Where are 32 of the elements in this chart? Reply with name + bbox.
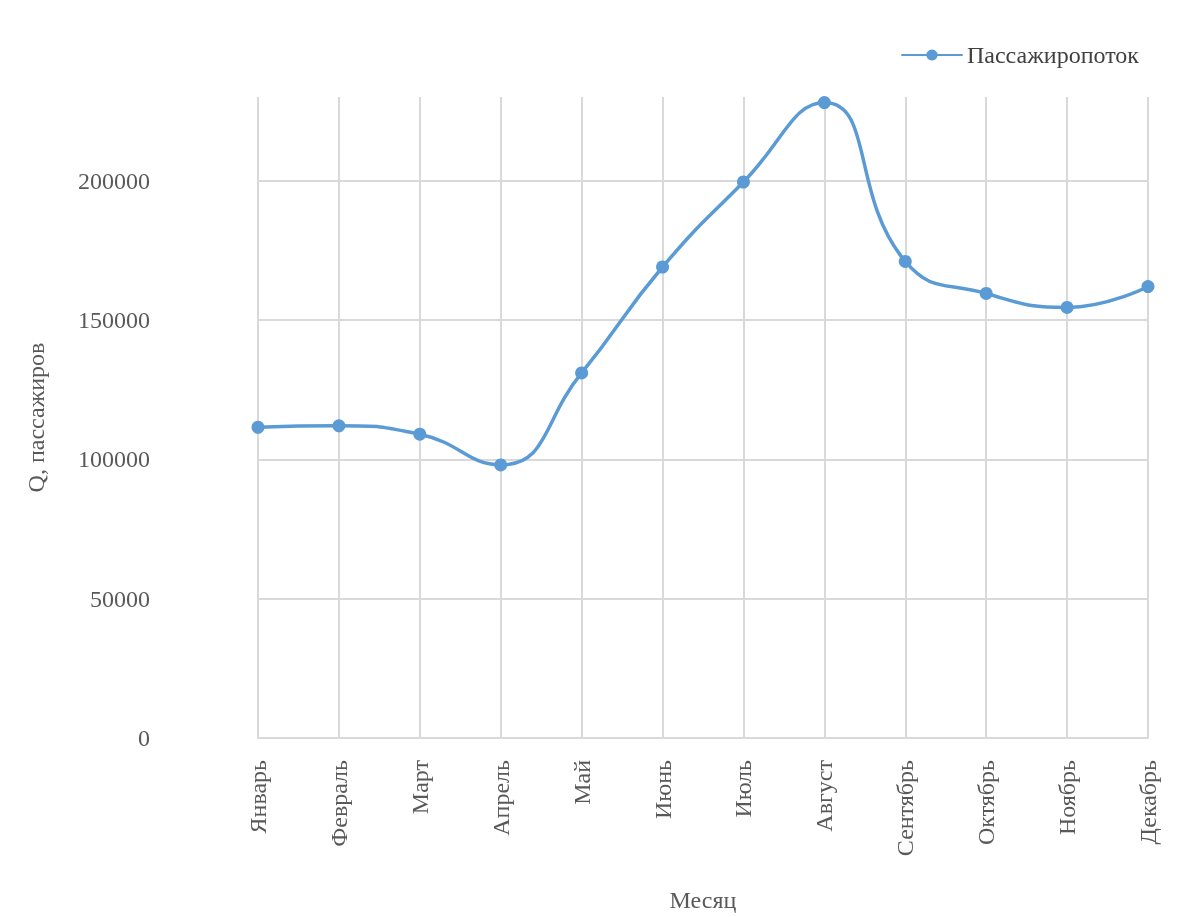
- y-tick-label: 200000: [78, 167, 150, 194]
- point: [494, 458, 508, 472]
- point: [898, 254, 912, 268]
- point: [1141, 280, 1155, 294]
- x-tick-label: Июнь: [649, 759, 676, 820]
- x-tick-label: Февраль: [325, 759, 352, 847]
- point: [251, 420, 265, 434]
- y-tick-label: 150000: [78, 306, 150, 333]
- y-axis-title: Q, пассажиров: [23, 342, 49, 493]
- point: [1060, 300, 1074, 314]
- x-tick-label: Сентябрь: [892, 759, 919, 857]
- point: [413, 427, 427, 441]
- point: [979, 286, 993, 300]
- point: [575, 366, 589, 380]
- y-tick-label: 50000: [90, 585, 150, 612]
- point: [736, 175, 750, 189]
- y-tick-label: 0: [138, 725, 150, 751]
- legend-label: Пассажиропоток: [966, 42, 1140, 68]
- point: [656, 260, 670, 274]
- x-tick-label: Июль: [730, 759, 757, 818]
- x-tick-label: Октябрь: [973, 759, 1000, 846]
- x-tick-label: Апрель: [487, 759, 514, 836]
- y-tick-label: 100000: [78, 446, 150, 473]
- x-axis-title: Месяц: [669, 887, 737, 913]
- x-tick-label: Август: [811, 759, 838, 832]
- x-tick-label: Март: [406, 759, 433, 815]
- x-tick-label: Май: [568, 759, 595, 805]
- point: [817, 96, 831, 110]
- x-tick-label: Декабрь: [1135, 759, 1161, 845]
- x-tick-label: Январь: [245, 759, 271, 834]
- point: [332, 419, 346, 433]
- x-tick-label: Ноябрь: [1054, 759, 1081, 836]
